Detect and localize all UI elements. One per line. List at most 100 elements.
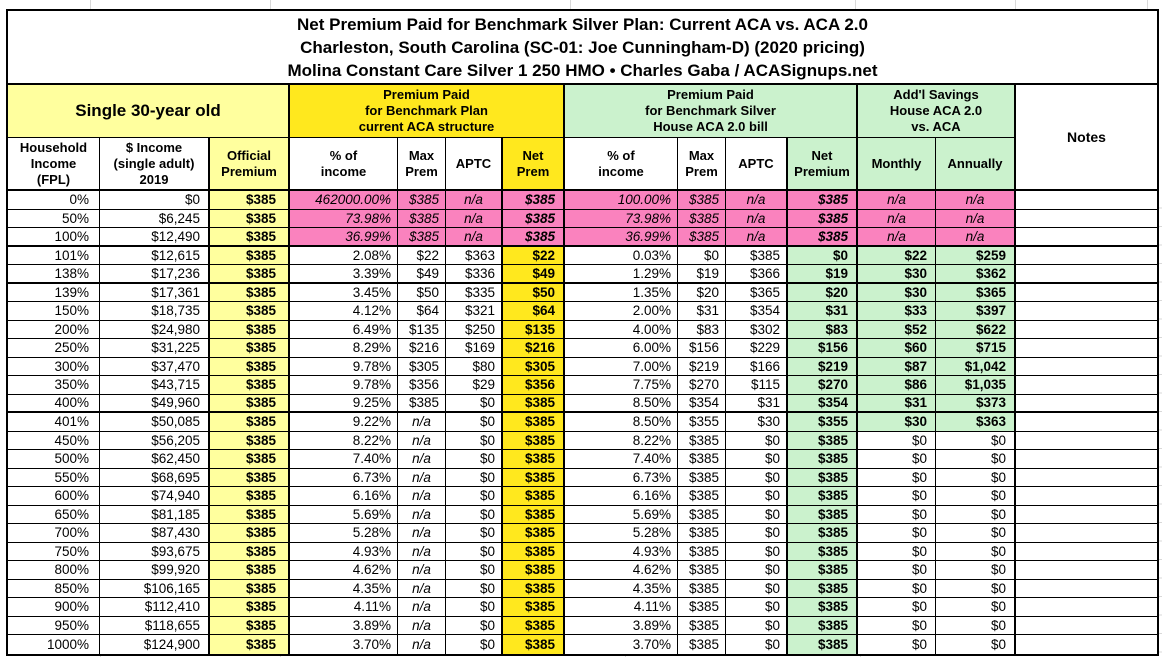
cell-500%-max2: $385 (678, 450, 726, 469)
cell-138%-notes (1016, 265, 1157, 284)
cell-600%-max: n/a (398, 487, 446, 506)
cell-500%-income: $62,450 (100, 450, 210, 469)
cell-100%-pct: 36.99% (290, 228, 398, 247)
cell-550%-aptc2: $0 (726, 468, 788, 487)
cell-550%-monthly: $0 (858, 468, 936, 487)
cell-139%-income: $17,361 (100, 283, 210, 302)
cell-0%-notes (1016, 191, 1157, 210)
cell-700%-max: n/a (398, 524, 446, 543)
cell-400%-net: $385 (503, 394, 565, 413)
cell-1000%-max2: $385 (678, 635, 726, 654)
cell-250%-pct2: 6.00% (565, 339, 678, 358)
colheader-official-premium: Official Premium (210, 138, 290, 191)
cell-250%-aptc: $169 (446, 339, 503, 358)
cell-850%-net: $385 (503, 579, 565, 598)
cell-800%-pct: 4.62% (290, 561, 398, 580)
cell-350%-aptc: $29 (446, 376, 503, 395)
header-premium-paid-aca20: Premium Paid for Benchmark Silver House … (565, 85, 858, 138)
cell-139%-aptc: $335 (446, 283, 503, 302)
cell-850%-fpl: 850% (8, 579, 100, 598)
cell-250%-max2: $156 (678, 339, 726, 358)
cell-1000%-max: n/a (398, 635, 446, 654)
cell-350%-aptc2: $115 (726, 376, 788, 395)
cell-800%-aptc2: $0 (726, 561, 788, 580)
cell-600%-pct: 6.16% (290, 487, 398, 506)
cell-101%-annually: $259 (936, 246, 1016, 265)
cell-550%-max: n/a (398, 468, 446, 487)
cell-850%-aptc2: $0 (726, 579, 788, 598)
cell-500%-aptc: $0 (446, 450, 503, 469)
cell-800%-official: $385 (210, 561, 290, 580)
cell-100%-net: $385 (503, 228, 565, 247)
cell-400%-max: $385 (398, 394, 446, 413)
cell-450%-max2: $385 (678, 431, 726, 450)
sheet-gridline (270, 0, 271, 9)
cell-700%-official: $385 (210, 524, 290, 543)
cell-800%-fpl: 800% (8, 561, 100, 580)
cell-401%-net: $385 (503, 413, 565, 432)
cell-350%-income: $43,715 (100, 376, 210, 395)
cell-550%-annually: $0 (936, 468, 1016, 487)
cell-850%-pct: 4.35% (290, 579, 398, 598)
cell-800%-max: n/a (398, 561, 446, 580)
cell-750%-pct: 4.93% (290, 542, 398, 561)
cell-401%-max: n/a (398, 413, 446, 432)
cell-150%-official: $385 (210, 302, 290, 321)
cell-600%-max2: $385 (678, 487, 726, 506)
cell-750%-pct2: 4.93% (565, 542, 678, 561)
cell-950%-pct2: 3.89% (565, 616, 678, 635)
cell-400%-fpl: 400% (8, 394, 100, 413)
cell-250%-notes (1016, 339, 1157, 358)
title-line-1: Net Premium Paid for Benchmark Silver Pl… (297, 15, 868, 34)
cell-700%-aptc: $0 (446, 524, 503, 543)
cell-600%-pct2: 6.16% (565, 487, 678, 506)
cell-101%-income: $12,615 (100, 246, 210, 265)
cell-650%-notes (1016, 505, 1157, 524)
cell-100%-net2: $385 (788, 228, 858, 247)
colheader-max-prem-aca20: Max Prem (678, 138, 726, 191)
cell-400%-aptc: $0 (446, 394, 503, 413)
cell-850%-official: $385 (210, 579, 290, 598)
cell-700%-fpl: 700% (8, 524, 100, 543)
cell-450%-aptc2: $0 (726, 431, 788, 450)
cell-100%-max: $385 (398, 228, 446, 247)
cell-50%-fpl: 50% (8, 209, 100, 228)
cell-450%-income: $56,205 (100, 431, 210, 450)
cell-550%-fpl: 550% (8, 468, 100, 487)
cell-700%-net2: $385 (788, 524, 858, 543)
cell-200%-fpl: 200% (8, 320, 100, 339)
cell-750%-aptc2: $0 (726, 542, 788, 561)
cell-150%-max2: $31 (678, 302, 726, 321)
cell-800%-income: $99,920 (100, 561, 210, 580)
cell-500%-monthly: $0 (858, 450, 936, 469)
cell-700%-monthly: $0 (858, 524, 936, 543)
cell-101%-pct2: 0.03% (565, 246, 678, 265)
cell-450%-net: $385 (503, 431, 565, 450)
cell-450%-max: n/a (398, 431, 446, 450)
cell-138%-annually: $362 (936, 265, 1016, 284)
cell-550%-net: $385 (503, 468, 565, 487)
cell-700%-annually: $0 (936, 524, 1016, 543)
cell-1000%-pct2: 3.70% (565, 635, 678, 654)
sheet-gridline (570, 0, 571, 9)
cell-300%-official: $385 (210, 357, 290, 376)
cell-650%-monthly: $0 (858, 505, 936, 524)
cell-401%-pct2: 8.50% (565, 413, 678, 432)
cell-750%-fpl: 750% (8, 542, 100, 561)
cell-0%-aptc2: n/a (726, 191, 788, 210)
cell-101%-aptc2: $385 (726, 246, 788, 265)
cell-0%-pct: 462000.00% (290, 191, 398, 210)
cell-900%-aptc2: $0 (726, 598, 788, 617)
cell-900%-pct2: 4.11% (565, 598, 678, 617)
sheet-gridline (855, 0, 856, 9)
cell-750%-net2: $385 (788, 542, 858, 561)
cell-138%-fpl: 138% (8, 265, 100, 284)
cell-150%-max: $64 (398, 302, 446, 321)
cell-750%-max2: $385 (678, 542, 726, 561)
cell-400%-pct: 9.25% (290, 394, 398, 413)
cell-850%-monthly: $0 (858, 579, 936, 598)
header-addl-savings: Add'l Savings House ACA 2.0 vs. ACA (858, 85, 1016, 138)
cell-350%-pct2: 7.75% (565, 376, 678, 395)
cell-200%-pct: 6.49% (290, 320, 398, 339)
cell-300%-aptc: $80 (446, 357, 503, 376)
